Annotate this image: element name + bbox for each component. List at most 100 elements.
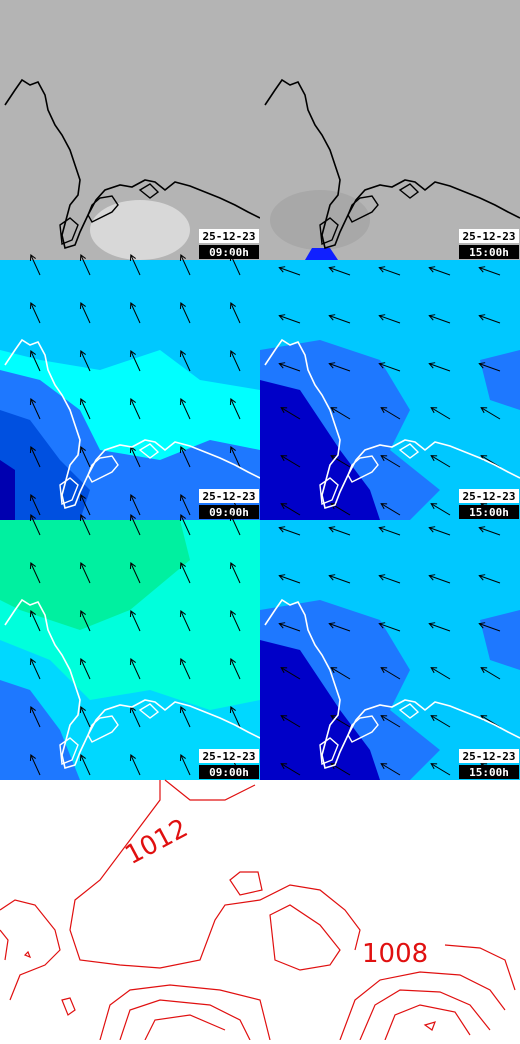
wind-arrow-head bbox=[79, 754, 86, 762]
wind-arrow-head bbox=[79, 494, 86, 502]
wind-arrow bbox=[130, 562, 141, 584]
wind-arrow-head bbox=[428, 574, 436, 581]
wind-band bbox=[260, 380, 380, 520]
wind-arrow bbox=[130, 302, 141, 324]
wind-arrow-head bbox=[278, 622, 286, 629]
wind-arrow bbox=[230, 706, 241, 728]
wind-arrow bbox=[280, 715, 301, 728]
wind-arrow bbox=[330, 667, 351, 680]
wind-arrow bbox=[279, 315, 301, 324]
wind-arrow bbox=[479, 623, 501, 632]
wind-arrow-head bbox=[179, 302, 186, 310]
wind-arrow bbox=[329, 575, 351, 584]
wind-arrow-head bbox=[478, 266, 486, 273]
wind-arrow bbox=[230, 514, 241, 536]
wind-arrow-head bbox=[79, 446, 86, 454]
wind-arrow-head bbox=[430, 667, 438, 674]
wind-arrow-head bbox=[280, 715, 288, 722]
wind-band bbox=[0, 680, 80, 780]
wind-arrow-head bbox=[29, 610, 36, 618]
time-label: 15:00h bbox=[469, 246, 509, 259]
wind-arrow bbox=[180, 658, 191, 680]
wind-arrow-head bbox=[428, 362, 436, 369]
wind-arrow bbox=[180, 610, 191, 632]
map-panel: 25-12-23 09:00h bbox=[0, 0, 261, 260]
date-label: 25-12-23 bbox=[463, 490, 516, 503]
time-label: 15:00h bbox=[469, 506, 509, 519]
wind-arrow-head bbox=[129, 254, 136, 262]
map-panel: 25-12-23 09:00h bbox=[0, 514, 261, 780]
wind-arrow-head bbox=[430, 503, 438, 510]
wind-arrow-head bbox=[478, 362, 486, 369]
wind-arrow bbox=[180, 562, 191, 584]
wind-arrow bbox=[80, 658, 91, 680]
wind-arrow bbox=[430, 407, 451, 420]
wind-arrow-head bbox=[328, 266, 336, 273]
wind-arrow-head bbox=[179, 610, 186, 618]
wind-arrow bbox=[379, 267, 401, 276]
date-label: 25-12-23 bbox=[463, 230, 516, 243]
wind-arrow-head bbox=[430, 455, 438, 462]
wind-arrow bbox=[330, 455, 351, 468]
wind-arrow-head bbox=[380, 407, 388, 414]
wind-arrow bbox=[30, 514, 41, 536]
wind-arrow bbox=[80, 254, 91, 276]
time-box bbox=[199, 505, 259, 519]
wind-arrow-head bbox=[330, 455, 338, 462]
wind-arrow bbox=[230, 302, 241, 324]
panel-grid: 25-12-23 09:00h 25-12-23 15:00h 25-12-23 09:0… bbox=[0, 0, 520, 780]
wind-arrow-head bbox=[79, 514, 86, 522]
wind-arrow-head bbox=[328, 622, 336, 629]
wind-arrow bbox=[479, 315, 501, 324]
wind-arrow-head bbox=[129, 350, 136, 358]
wind-arrow-head bbox=[278, 574, 286, 581]
wind-arrow-head bbox=[278, 526, 286, 533]
wind-arrow-head bbox=[129, 514, 136, 522]
time-label: 15:00h bbox=[469, 766, 509, 779]
wind-arrow bbox=[130, 514, 141, 536]
wind-arrow bbox=[30, 562, 41, 584]
wind-arrow bbox=[329, 527, 351, 536]
wind-arrow bbox=[380, 455, 401, 468]
wind-arrow-head bbox=[29, 658, 36, 666]
wind-arrow-head bbox=[278, 314, 286, 321]
wind-arrow-head bbox=[229, 658, 236, 666]
wind-arrow bbox=[130, 754, 141, 776]
wind-arrow-head bbox=[280, 503, 288, 510]
wind-arrow-head bbox=[428, 622, 436, 629]
wind-arrow-head bbox=[29, 254, 36, 262]
wind-arrow-head bbox=[478, 622, 486, 629]
wind-arrow bbox=[80, 514, 91, 536]
wind-arrow-head bbox=[79, 562, 86, 570]
wind-arrow bbox=[30, 350, 41, 372]
wind-arrow bbox=[329, 315, 351, 324]
wind-arrow bbox=[380, 667, 401, 680]
cloud-patch bbox=[90, 200, 190, 260]
wind-arrow bbox=[230, 254, 241, 276]
wind-arrow-head bbox=[179, 254, 186, 262]
wind-arrow bbox=[480, 407, 501, 420]
date-label: 25-12-23 bbox=[203, 230, 256, 243]
wind-arrow-head bbox=[79, 302, 86, 310]
wind-arrow-head bbox=[330, 667, 338, 674]
date-box bbox=[459, 489, 519, 503]
wind-arrow-head bbox=[129, 302, 136, 310]
wind-arrow-head bbox=[430, 715, 438, 722]
wind-arrow bbox=[30, 610, 41, 632]
wind-arrow bbox=[379, 363, 401, 372]
wind-arrow bbox=[130, 254, 141, 276]
time-box bbox=[459, 245, 519, 259]
wind-arrow-head bbox=[79, 658, 86, 666]
map-panel: 25-12-23 15:00h bbox=[260, 0, 520, 260]
map-panel: 25-12-23 09:00h bbox=[0, 254, 261, 520]
wind-arrow-head bbox=[378, 266, 386, 273]
wind-band bbox=[0, 260, 260, 390]
wind-arrow-head bbox=[229, 350, 236, 358]
time-label: 09:00h bbox=[209, 246, 249, 259]
wind-arrow bbox=[30, 254, 41, 276]
wind-arrow-head bbox=[478, 314, 486, 321]
date-label: 25-12-23 bbox=[463, 750, 516, 763]
wind-arrow-head bbox=[378, 526, 386, 533]
wind-arrow-head bbox=[179, 754, 186, 762]
